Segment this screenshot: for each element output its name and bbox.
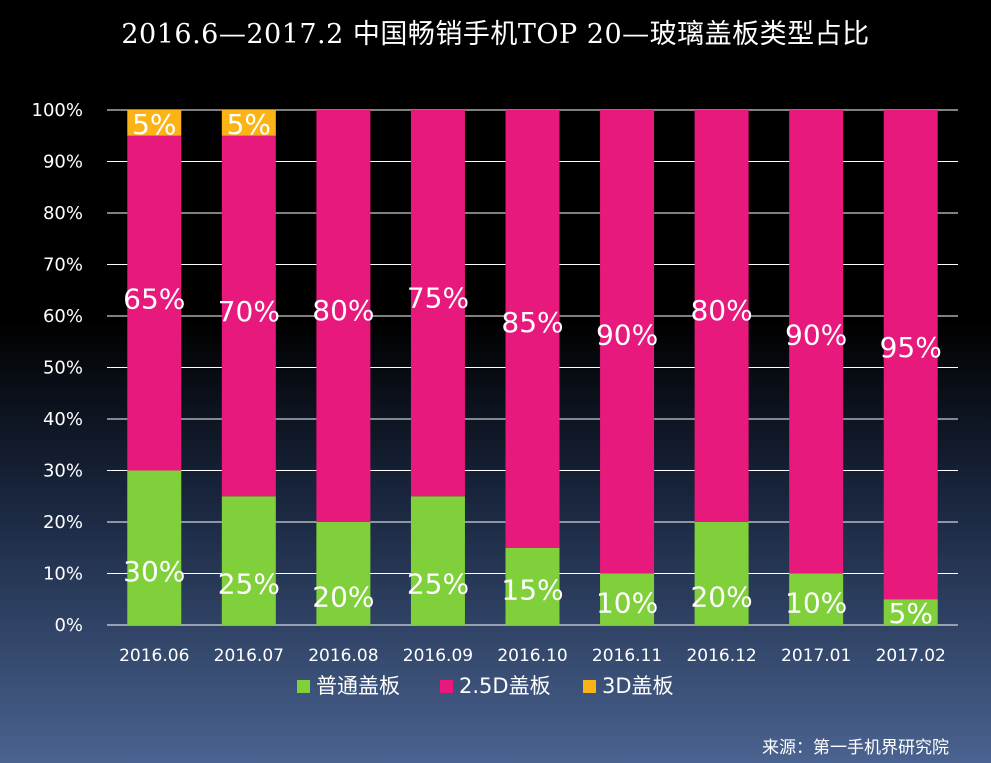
bar-segment — [410, 110, 465, 497]
bar-segment — [127, 470, 182, 625]
bar-segment — [789, 110, 844, 574]
data-label: 30% — [123, 555, 185, 588]
data-label: 90% — [596, 318, 658, 351]
bar-segment — [600, 110, 655, 574]
data-label: 25% — [218, 568, 280, 601]
bar-segment — [221, 110, 276, 136]
x-tick-label: 2016.09 — [403, 646, 473, 666]
data-label: 85% — [501, 306, 563, 339]
data-label: 10% — [596, 586, 658, 619]
y-tick-label: 30% — [43, 461, 83, 482]
bar-segment — [883, 599, 938, 625]
legend-swatch — [297, 680, 310, 693]
y-tick-label: 90% — [43, 152, 83, 173]
data-label: 80% — [690, 294, 752, 327]
bar-segment — [505, 547, 560, 625]
data-label: 5% — [132, 108, 176, 141]
data-label: 5% — [889, 597, 933, 630]
bar-segment — [789, 573, 844, 625]
y-tick-label: 50% — [43, 358, 83, 379]
bar-segment — [505, 110, 560, 548]
bar-segment — [694, 522, 749, 625]
x-tick-label: 2017.01 — [781, 646, 851, 666]
legend-label: 2.5D盖板 — [459, 674, 551, 698]
y-tick-label: 0% — [54, 615, 83, 636]
bar-segment — [410, 496, 465, 625]
x-tick-label: 2016.10 — [497, 646, 567, 666]
bar-segment — [694, 110, 749, 522]
x-tick-label: 2016.11 — [592, 646, 662, 666]
data-label: 20% — [312, 581, 374, 614]
x-tick-label: 2016.06 — [119, 646, 189, 666]
data-label: 70% — [218, 295, 280, 328]
source-note: 来源：第一手机界研究院 — [762, 738, 949, 758]
x-tick-label: 2017.02 — [876, 646, 946, 666]
data-label: 20% — [690, 581, 752, 614]
data-label: 95% — [880, 331, 942, 364]
legend-swatch — [583, 680, 596, 693]
bar-segment — [316, 110, 371, 522]
data-label: 5% — [227, 108, 271, 141]
data-label: 75% — [407, 281, 469, 314]
legend-label: 普通盖板 — [316, 674, 400, 698]
data-label: 25% — [407, 568, 469, 601]
legend-swatch — [440, 680, 453, 693]
data-label: 65% — [123, 282, 185, 315]
legend-label: 3D盖板 — [602, 674, 674, 698]
y-tick-label: 100% — [32, 100, 83, 121]
bar-segment — [127, 110, 182, 136]
x-tick-label: 2016.07 — [214, 646, 284, 666]
data-label: 10% — [785, 586, 847, 619]
y-tick-label: 20% — [43, 512, 83, 533]
data-label: 80% — [312, 294, 374, 327]
data-label: 90% — [785, 318, 847, 351]
bar-segment — [316, 522, 371, 625]
bar-segment — [127, 135, 182, 471]
y-tick-label: 80% — [43, 203, 83, 224]
x-tick-label: 2016.12 — [686, 646, 756, 666]
y-tick-label: 70% — [43, 255, 83, 276]
x-tick-label: 2016.08 — [308, 646, 378, 666]
data-label: 15% — [501, 573, 563, 606]
y-tick-label: 10% — [43, 564, 83, 585]
bar-segment — [221, 135, 276, 497]
y-tick-label: 60% — [43, 306, 83, 327]
bar-segment — [221, 496, 276, 625]
bar-segment — [600, 573, 655, 625]
y-tick-label: 40% — [43, 409, 83, 430]
chart-title: 2016.6—2017.2 中国畅销手机TOP 20—玻璃盖板类型占比 — [121, 19, 870, 50]
bar-segment — [883, 110, 938, 600]
